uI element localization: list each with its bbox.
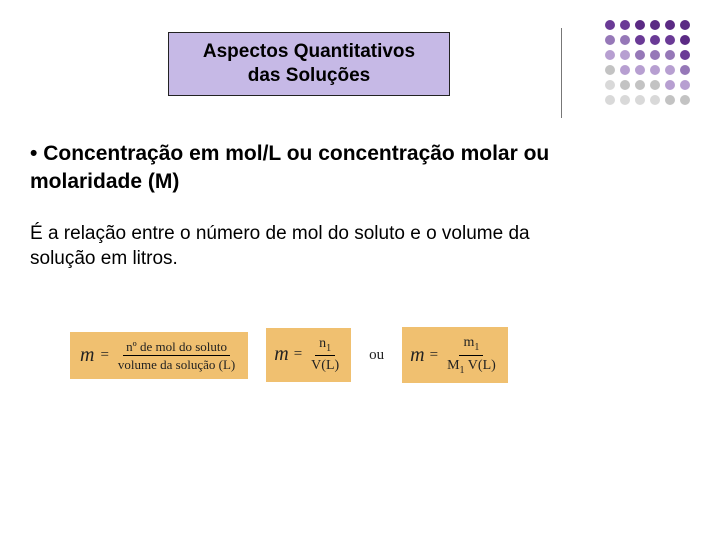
molarity-symbol: m (410, 344, 424, 367)
body-paragraph: É a relação entre o número de mol do sol… (30, 222, 570, 271)
decor-dot (650, 65, 660, 75)
decor-dot (665, 65, 675, 75)
decor-dot (680, 95, 690, 105)
decor-dot (665, 20, 675, 30)
title-line-1: Aspectos Quantitativos (203, 40, 415, 64)
formula-box-2: m = n1 V(L) (266, 328, 351, 383)
fraction-2-num: n1 (315, 336, 335, 357)
molarity-symbol: m (274, 343, 288, 366)
decor-dot (620, 80, 630, 90)
fraction-3-num: m1 (459, 335, 483, 356)
decor-dot (650, 20, 660, 30)
decor-dot (620, 35, 630, 45)
formula-box-1: m = nº de mol do soluto volume da soluçã… (70, 332, 248, 379)
decor-dot (635, 50, 645, 60)
equals-sign: = (294, 346, 302, 363)
decor-dot (620, 65, 630, 75)
decor-dot (605, 50, 615, 60)
decor-dot (650, 95, 660, 105)
connector-ou: ou (369, 347, 384, 364)
decor-dot (605, 65, 615, 75)
decor-dot (665, 95, 675, 105)
section-subtitle: • Concentração em mol/L ou concentração … (30, 140, 590, 197)
equals-sign: = (430, 347, 438, 364)
decor-dot (605, 95, 615, 105)
decor-dot (605, 80, 615, 90)
vertical-divider (561, 28, 562, 118)
corner-dot-grid (605, 20, 692, 107)
formula-box-3: m = m1 M1 V(L) (402, 327, 508, 384)
decor-dot (620, 50, 630, 60)
decor-dot (620, 20, 630, 30)
fraction-3-den: M1 V(L) (443, 356, 500, 376)
decor-dot (620, 95, 630, 105)
decor-dot (650, 80, 660, 90)
decor-dot (635, 20, 645, 30)
fraction-2-den: V(L) (307, 356, 343, 374)
subtitle-text: Concentração em mol/L ou concentração mo… (30, 142, 549, 193)
fraction-3: m1 M1 V(L) (443, 335, 500, 376)
bullet: • (30, 142, 37, 165)
fraction-1-den: volume da solução (L) (115, 356, 238, 371)
decor-dot (680, 35, 690, 45)
decor-dot (680, 65, 690, 75)
decor-dot (665, 35, 675, 45)
decor-dot (665, 50, 675, 60)
decor-dot (665, 80, 675, 90)
decor-dot (635, 80, 645, 90)
decor-dot (680, 50, 690, 60)
decor-dot (635, 95, 645, 105)
decor-dot (650, 35, 660, 45)
fraction-2: n1 V(L) (307, 336, 343, 375)
decor-dot (605, 35, 615, 45)
decor-dot (680, 80, 690, 90)
decor-dot (680, 20, 690, 30)
decor-dot (635, 35, 645, 45)
fraction-1-num: nº de mol do soluto (123, 340, 230, 356)
title-box: Aspectos Quantitativos das Soluções (168, 32, 450, 96)
decor-dot (605, 20, 615, 30)
formula-row: m = nº de mol do soluto volume da soluçã… (70, 320, 650, 390)
title-line-2: das Soluções (248, 64, 371, 88)
fraction-1: nº de mol do soluto volume da solução (L… (115, 340, 238, 371)
decor-dot (635, 65, 645, 75)
molarity-symbol: m (80, 345, 94, 365)
equals-sign: = (100, 348, 108, 363)
decor-dot (650, 50, 660, 60)
